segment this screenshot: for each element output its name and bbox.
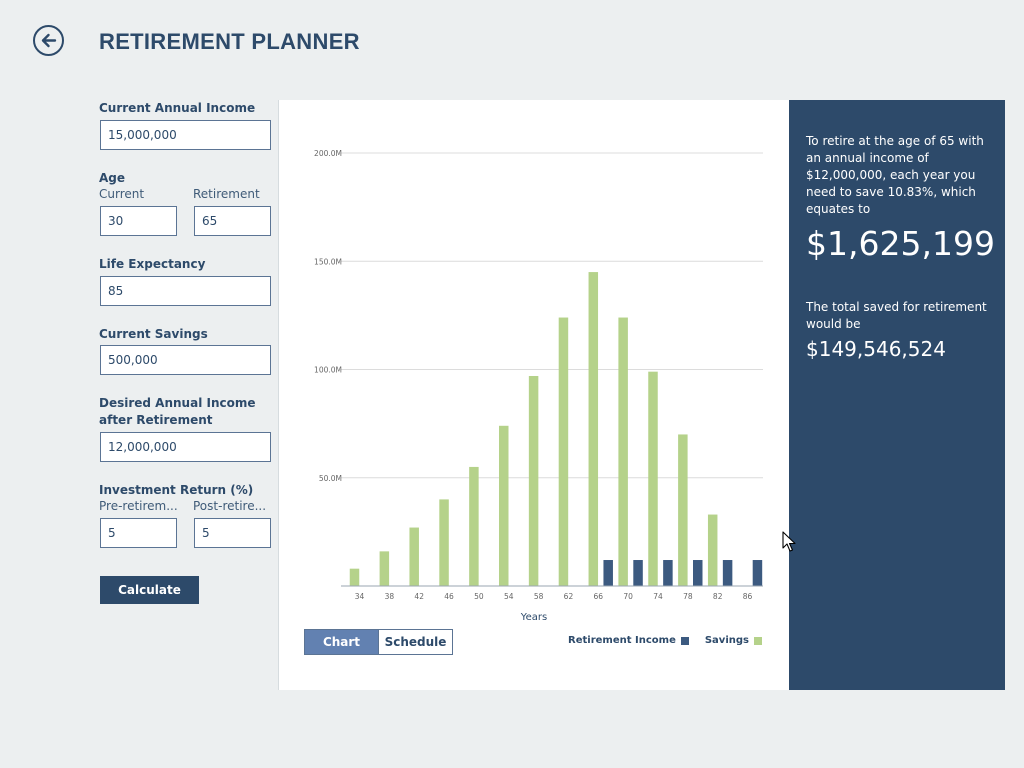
legend-swatch-savings — [754, 636, 762, 645]
current-income-input[interactable] — [100, 120, 271, 150]
back-button[interactable] — [33, 25, 64, 56]
current-savings-input[interactable] — [100, 345, 271, 375]
page-title: RETIREMENT PLANNER — [99, 29, 360, 54]
bar-retirement-income — [722, 560, 733, 586]
arrow-left-icon — [41, 33, 57, 48]
tab-schedule[interactable]: Schedule — [378, 630, 452, 654]
post-retirement-label: Post-retire... — [193, 499, 267, 513]
bar-savings — [499, 425, 509, 586]
bar-savings — [558, 317, 569, 586]
x-tick-label: 74 — [653, 592, 663, 601]
investment-return-label: Investment Return (%) — [99, 483, 254, 497]
bar-savings — [379, 551, 390, 586]
pre-retirement-label: Pre-retirem... — [99, 499, 178, 513]
bar-retirement-income — [633, 560, 643, 586]
current-income-label: Current Annual Income — [99, 101, 256, 115]
savings-bar-chart: 50.0M 100.0M 150.0M 200.0M 34 38 42 46 50 54 58 62 6… — [314, 149, 763, 623]
life-expectancy-input[interactable] — [100, 276, 271, 306]
bar-savings — [648, 371, 658, 586]
desired-income-label-line2: after Retirement — [99, 413, 213, 427]
bar-retirement-income — [663, 560, 673, 586]
x-tick-label: 50 — [474, 592, 484, 601]
total-saved-text: The total saved for retirement would be — [806, 300, 987, 331]
bar-savings — [409, 527, 419, 586]
x-tick-label: 78 — [683, 592, 693, 601]
bar-retirement-income — [693, 560, 703, 586]
legend-item-retirement-income: Retirement Income — [568, 635, 689, 646]
age-label: Age — [99, 171, 126, 185]
bar-savings — [469, 466, 479, 586]
x-tick-label: 34 — [355, 592, 365, 601]
y-tick-label: 50.0M — [319, 474, 342, 483]
x-tick-label: 86 — [743, 592, 753, 601]
age-current-input[interactable] — [100, 206, 177, 236]
x-tick-label: 82 — [713, 592, 723, 601]
bar-retirement-income — [752, 560, 763, 586]
bar-savings — [439, 499, 449, 586]
annual-savings-amount: $1,625,199 — [806, 224, 995, 263]
x-axis-label: Years — [520, 612, 547, 623]
x-tick-label: 46 — [444, 592, 454, 601]
post-retirement-return-input[interactable] — [194, 518, 271, 548]
current-savings-label: Current Savings — [99, 327, 208, 341]
tab-chart[interactable]: Chart — [305, 630, 378, 654]
summary-panel: To retire at the age of 65 with an annua… — [789, 100, 1005, 690]
bar-savings — [678, 434, 688, 586]
pre-retirement-return-input[interactable] — [100, 518, 177, 548]
divider — [278, 100, 279, 690]
bar-savings — [528, 375, 539, 586]
legend-label-retirement-income: Retirement Income — [568, 635, 676, 646]
x-tick-label: 54 — [504, 592, 514, 601]
x-tick-label: 66 — [594, 592, 604, 601]
y-tick-label: 200.0M — [314, 149, 342, 158]
x-tick-label: 70 — [623, 592, 633, 601]
calculate-button[interactable]: Calculate — [100, 576, 199, 604]
bar-savings — [707, 514, 718, 586]
view-toggle: Chart Schedule — [304, 629, 453, 655]
mouse-cursor-icon — [782, 531, 796, 552]
legend-label-savings: Savings — [704, 635, 749, 646]
bar-savings — [588, 272, 599, 586]
x-tick-label: 58 — [534, 592, 544, 601]
life-expectancy-label: Life Expectancy — [99, 257, 206, 271]
total-saved-amount: $149,546,524 — [806, 337, 946, 361]
age-current-label: Current — [99, 187, 145, 201]
bar-retirement-income — [603, 560, 613, 586]
age-retirement-input[interactable] — [194, 206, 271, 236]
legend-item-savings: Savings — [705, 635, 762, 646]
legend-swatch-retirement-income — [680, 636, 689, 645]
x-tick-label: 62 — [564, 592, 574, 601]
desired-income-label-line1: Desired Annual Income — [99, 396, 256, 410]
x-tick-label: 42 — [414, 592, 424, 601]
bar-savings — [349, 568, 360, 586]
age-retirement-label: Retirement — [193, 187, 260, 201]
y-tick-label: 150.0M — [314, 257, 342, 266]
summary-intro-text: To retire at the age of 65 with an annua… — [806, 134, 984, 216]
y-tick-label: 100.0M — [314, 366, 342, 375]
bar-savings — [618, 317, 628, 586]
chart-legend: Retirement Income Savings — [568, 635, 762, 646]
x-tick-label: 38 — [385, 592, 395, 601]
chart-panel: 50.0M 100.0M 150.0M 200.0M 34 38 42 46 50 54 58 62 6… — [279, 100, 789, 690]
desired-income-input[interactable] — [100, 432, 271, 462]
